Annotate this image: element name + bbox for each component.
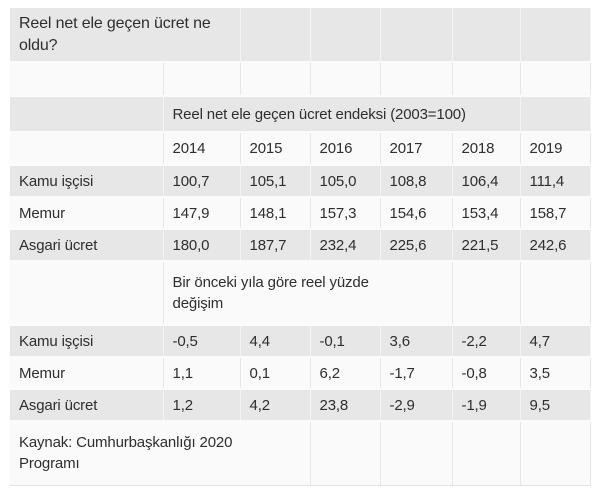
year-header-cell: 2016	[310, 132, 381, 166]
table-row	[10, 62, 591, 97]
value-cell: 242,6	[520, 229, 591, 262]
empty-cell	[10, 132, 164, 166]
value-cell: 180,0	[163, 229, 241, 262]
value-cell: 154,6	[380, 197, 453, 230]
empty-cell	[240, 62, 311, 97]
value-cell: -2,2	[452, 325, 521, 358]
empty-cell	[10, 96, 164, 133]
value-cell: 187,7	[240, 229, 311, 262]
empty-cell	[520, 62, 591, 97]
empty-cell	[310, 8, 381, 63]
empty-cell	[240, 8, 311, 63]
year-header-cell: 2018	[452, 132, 521, 166]
empty-cell	[163, 62, 241, 97]
value-cell: 232,4	[310, 229, 381, 262]
value-cell: 108,8	[380, 165, 453, 198]
table-row: Kaynak: Cumhurbaşkanlığı 2020 Programı	[10, 421, 591, 486]
value-cell: 100,7	[163, 165, 241, 198]
row-label-cell: Kamu işçisi	[10, 165, 164, 198]
value-cell: 9,5	[520, 389, 591, 422]
value-cell: -1,9	[452, 389, 521, 422]
table-row: Asgari ücret 180,0 187,7 232,4 225,6 221…	[10, 229, 591, 262]
table-title: Reel net ele geçen ücret ne oldu?	[10, 8, 241, 63]
value-cell: 1,2	[163, 389, 241, 422]
section-header-change: Bir önceki yıla göre reel yüzde değişim	[163, 261, 453, 326]
year-header-cell: 2019	[520, 132, 591, 166]
row-label-cell: Asgari ücret	[10, 389, 164, 422]
value-cell: 111,4	[520, 165, 591, 198]
value-cell: 158,7	[520, 197, 591, 230]
value-cell: 105,0	[310, 165, 381, 198]
empty-cell	[10, 261, 164, 326]
empty-cell	[452, 261, 521, 326]
empty-cell	[10, 62, 164, 97]
row-label-cell: Asgari ücret	[10, 229, 164, 262]
empty-cell	[310, 62, 381, 97]
empty-cell	[520, 8, 591, 63]
table-row: 2014 2015 2016 2017 2018 2019	[10, 132, 591, 166]
row-label-cell: Memur	[10, 197, 164, 230]
value-cell: 3,6	[380, 325, 453, 358]
table-row: Bir önceki yıla göre reel yüzde değişim	[10, 261, 591, 326]
empty-cell	[452, 62, 521, 97]
empty-cell	[380, 421, 453, 486]
table-row: Kamu işçisi -0,5 4,4 -0,1 3,6 -2,2 4,7	[10, 325, 591, 358]
value-cell: 148,1	[240, 197, 311, 230]
value-cell: 153,4	[452, 197, 521, 230]
table-row: Kamu işçisi 100,7 105,1 105,0 108,8 106,…	[10, 165, 591, 198]
value-cell: 221,5	[452, 229, 521, 262]
value-cell: -1,7	[380, 357, 453, 390]
empty-cell	[452, 8, 521, 63]
empty-cell	[452, 421, 521, 486]
value-cell: 225,6	[380, 229, 453, 262]
empty-cell	[310, 421, 381, 486]
year-header-cell: 2015	[240, 132, 311, 166]
value-cell: 1,1	[163, 357, 241, 390]
empty-cell	[520, 421, 591, 486]
real-wage-table: Reel net ele geçen ücret ne oldu? Reel n…	[10, 8, 591, 486]
table-row: Reel net ele geçen ücret ne oldu?	[10, 8, 591, 63]
value-cell: 6,2	[310, 357, 381, 390]
row-label-cell: Kamu işçisi	[10, 325, 164, 358]
value-cell: 3,5	[520, 357, 591, 390]
year-header-cell: 2014	[163, 132, 241, 166]
row-label-cell: Memur	[10, 357, 164, 390]
value-cell: -0,5	[163, 325, 241, 358]
year-header-cell: 2017	[380, 132, 453, 166]
empty-cell	[380, 8, 453, 63]
value-cell: 0,1	[240, 357, 311, 390]
value-cell: 4,4	[240, 325, 311, 358]
section-header-index: Reel net ele geçen ücret endeksi (2003=1…	[163, 96, 521, 133]
value-cell: 147,9	[163, 197, 241, 230]
table-row: Memur 1,1 0,1 6,2 -1,7 -0,8 3,5	[10, 357, 591, 390]
value-cell: 4,7	[520, 325, 591, 358]
empty-cell	[380, 62, 453, 97]
value-cell: 105,1	[240, 165, 311, 198]
empty-cell	[520, 96, 591, 133]
value-cell: 157,3	[310, 197, 381, 230]
value-cell: -2,9	[380, 389, 453, 422]
empty-cell	[520, 261, 591, 326]
value-cell: 4,2	[240, 389, 311, 422]
value-cell: 23,8	[310, 389, 381, 422]
source-note: Kaynak: Cumhurbaşkanlığı 2020 Programı	[10, 421, 311, 486]
value-cell: -0,8	[452, 357, 521, 390]
table-row: Memur 147,9 148,1 157,3 154,6 153,4 158,…	[10, 197, 591, 230]
value-cell: 106,4	[452, 165, 521, 198]
value-cell: -0,1	[310, 325, 381, 358]
table-row: Reel net ele geçen ücret endeksi (2003=1…	[10, 96, 591, 133]
table-row: Asgari ücret 1,2 4,2 23,8 -2,9 -1,9 9,5	[10, 389, 591, 422]
